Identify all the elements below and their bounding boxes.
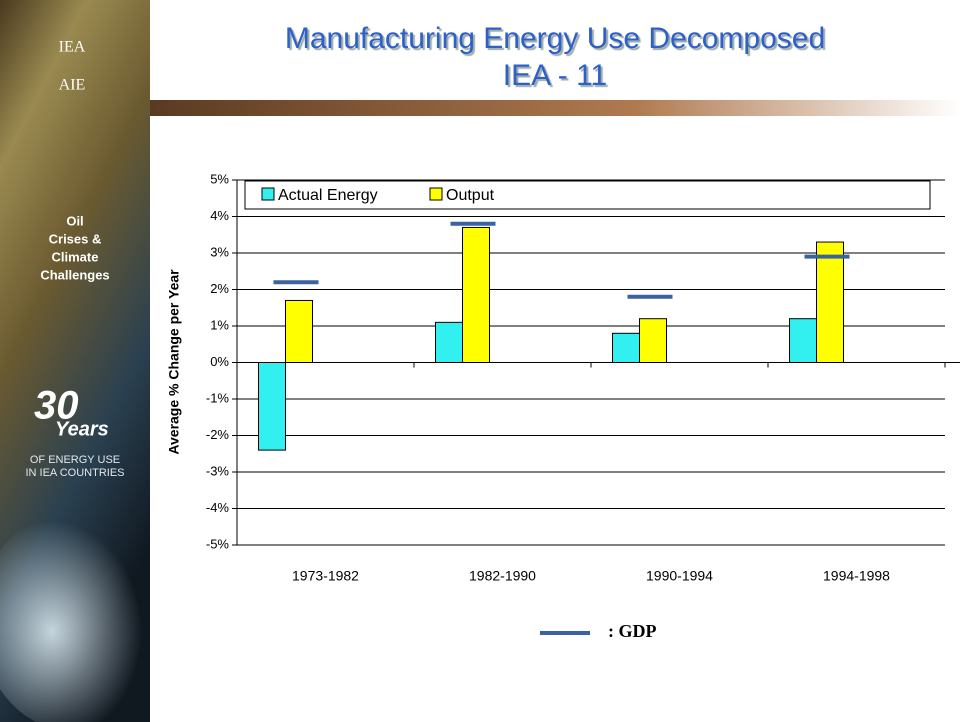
bar [435, 321, 463, 364]
y-tick-label: -3% [206, 463, 230, 478]
x-tick-label: 1982-1990 [469, 568, 536, 584]
x-tick-label: 1973-1982 [292, 568, 359, 584]
legend-label: Output [446, 187, 495, 204]
sidebar-glow [0, 510, 160, 722]
bar [285, 299, 313, 364]
legend-box [244, 180, 931, 210]
theme: Climate [52, 249, 99, 264]
years-word: Years [55, 418, 109, 440]
header-bar [150, 100, 960, 116]
bar [789, 318, 817, 364]
y-tick-label: 1% [210, 317, 229, 332]
logo: AIE [59, 77, 86, 94]
y-tick-label: -2% [206, 427, 230, 442]
theme: Oil [66, 213, 83, 228]
caption: OF ENERGY USE [30, 454, 120, 466]
legend-swatch [261, 187, 275, 201]
x-tick-label: 1994-1998 [823, 568, 890, 584]
y-tick-label: 3% [210, 244, 229, 259]
bar [462, 226, 490, 363]
bar [639, 318, 667, 364]
y-tick-label: -4% [206, 500, 230, 515]
theme: Challenges [40, 267, 109, 282]
chart-title: IEA - 11 [503, 59, 608, 92]
bar [258, 362, 286, 451]
logo: IEA [59, 39, 86, 56]
bar [816, 241, 844, 363]
y-tick-label: 4% [210, 208, 229, 223]
legend-label: Actual Energy [278, 187, 378, 204]
caption: IN IEA COUNTRIES [25, 467, 124, 479]
y-axis-label: Average % Change per Year [166, 269, 182, 455]
y-tick-label: 0% [210, 354, 229, 369]
y-tick-label: -5% [206, 536, 230, 551]
y-tick-label: 5% [210, 171, 229, 186]
legend-swatch [429, 187, 443, 201]
x-tick-label: 1990-1994 [646, 568, 713, 584]
y-tick-label: -1% [206, 390, 230, 405]
bar [612, 332, 640, 363]
years-number: 30 [34, 384, 79, 428]
chart-title: Manufacturing Energy Use Decomposed [285, 22, 825, 55]
theme: Crises & [49, 231, 102, 246]
legend-label: : GDP [608, 621, 657, 641]
y-tick-label: 2% [210, 281, 229, 296]
